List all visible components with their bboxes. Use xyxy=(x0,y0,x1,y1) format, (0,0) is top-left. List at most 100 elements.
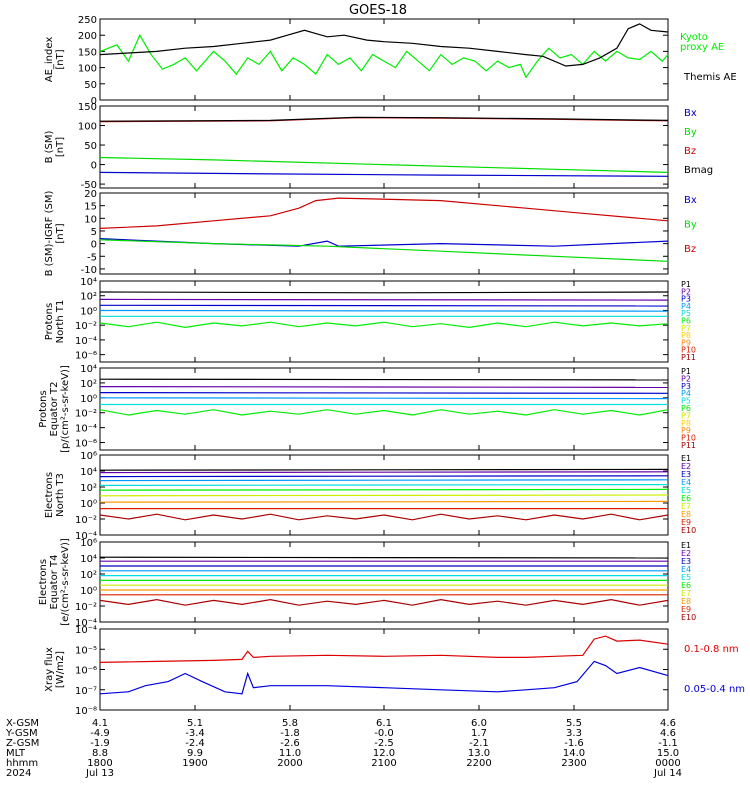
legend-entry: E8 xyxy=(681,510,691,519)
ephemeris-value: -1.9 xyxy=(90,738,110,749)
ephemeris-value: 12.0 xyxy=(373,748,395,759)
y-axis-label: Protons xyxy=(44,303,55,340)
y-axis-label: Electrons xyxy=(44,472,55,518)
ephemeris-value: -1.6 xyxy=(564,738,584,749)
y-axis-label: [nT] xyxy=(55,137,66,157)
y-axis-label: B (SM) xyxy=(44,130,55,163)
y-tick-label: 10⁻⁷ xyxy=(75,686,97,697)
y-tick-label: 200 xyxy=(78,31,97,42)
legend-entry: P11 xyxy=(681,441,696,450)
y-tick-label: 10⁻⁶ xyxy=(75,351,97,362)
series-line xyxy=(99,197,669,229)
legend-entry: P1 xyxy=(681,367,691,376)
series-line xyxy=(99,33,669,79)
legend-entry: 0.1-0.8 nm xyxy=(684,644,739,655)
ephemeris-value: Jul 13 xyxy=(85,768,114,779)
y-tick-label: 10⁴ xyxy=(80,364,97,375)
legend-entry: E10 xyxy=(681,526,696,535)
legend-entry: E1 xyxy=(681,541,691,550)
legend-entry: Themis AE xyxy=(683,72,737,83)
series-line xyxy=(99,23,669,67)
series-line xyxy=(99,321,669,329)
legend-entry: E4 xyxy=(681,478,691,487)
y-tick-label: -10 xyxy=(81,265,97,276)
legend-entry: E8 xyxy=(681,597,691,606)
ephemeris-value: 4.1 xyxy=(92,718,108,729)
ephemeris-value: -1.8 xyxy=(280,728,300,739)
y-tick-label: 10² xyxy=(80,570,97,581)
y-axis-label: Xray flux xyxy=(44,647,55,692)
ephemeris-value: 9.9 xyxy=(187,748,203,759)
legend-entry: P3 xyxy=(681,295,691,304)
y-tick-label: 10⁰ xyxy=(80,306,97,317)
ephemeris-value: 2100 xyxy=(371,758,396,769)
y-tick-label: -50 xyxy=(81,180,97,191)
ephemeris-value: 1.7 xyxy=(471,728,487,739)
legend-entry: Kyoto xyxy=(680,32,708,43)
ephemeris-row-label: Y-GSM xyxy=(5,728,38,739)
ephemeris-value: -2.6 xyxy=(280,738,300,749)
y-tick-label: 10² xyxy=(80,379,97,390)
series-line xyxy=(99,304,669,307)
y-tick-label: 10 xyxy=(84,214,97,225)
ephemeris-value: 5.1 xyxy=(187,718,203,729)
y-tick-label: 0 xyxy=(91,96,97,107)
ephemeris-value: -2.1 xyxy=(469,738,489,749)
legend-entry: E2 xyxy=(681,462,691,471)
legend-entry: E7 xyxy=(681,502,691,511)
y-axis-label: B (SM)-IGRF (SM) xyxy=(44,191,55,277)
y-tick-label: 0 xyxy=(91,161,97,172)
legend-entry: E7 xyxy=(681,589,691,598)
ephemeris-value: -4.9 xyxy=(90,728,110,739)
y-axis-label: Protons xyxy=(38,390,49,427)
legend-entry: P7 xyxy=(681,411,691,420)
ephemeris-value: 2300 xyxy=(561,758,586,769)
plot-title: GOES-18 xyxy=(349,3,407,18)
legend-entry: P2 xyxy=(681,374,691,383)
y-tick-label: -5 xyxy=(87,252,97,263)
legend-entry: P5 xyxy=(681,397,691,406)
ephemeris-value: 3.3 xyxy=(566,728,582,739)
y-tick-label: 10⁶ xyxy=(80,538,97,549)
y-tick-label: 10⁴ xyxy=(80,277,97,288)
ephemeris-value: 8.8 xyxy=(92,748,108,759)
series-line xyxy=(99,386,669,388)
legend-entry: P8 xyxy=(681,419,691,428)
y-tick-label: 50 xyxy=(84,80,97,91)
y-tick-label: 10⁻² xyxy=(75,515,97,526)
panel-frame xyxy=(99,192,669,275)
legend-entry: Bx xyxy=(684,195,697,206)
ephemeris-row-label: 2024 xyxy=(6,768,31,779)
ephemeris-value: 11.0 xyxy=(279,748,301,759)
series-line xyxy=(99,298,669,301)
series-line xyxy=(99,635,669,663)
y-tick-label: 10⁻⁴ xyxy=(75,618,97,629)
legend-entry: E3 xyxy=(681,557,691,566)
series-line xyxy=(99,156,669,173)
legend-entry: E3 xyxy=(681,470,691,479)
legend-entry: Bz xyxy=(684,244,696,255)
legend-entry: P6 xyxy=(681,404,691,413)
ephemeris-value: 5.8 xyxy=(282,718,298,729)
series-line xyxy=(99,409,669,416)
y-axis-label: North T1 xyxy=(55,300,66,344)
legend-entry: proxy AE xyxy=(680,42,724,53)
ephemeris-value: 4.6 xyxy=(660,718,676,729)
series-line xyxy=(99,309,669,312)
legend-entry: Bmag xyxy=(684,165,713,176)
legend-entry: 0.05-0.4 nm xyxy=(684,684,745,695)
panel-frame xyxy=(99,628,669,711)
series-line xyxy=(99,475,669,478)
legend-entry: E6 xyxy=(681,581,691,590)
y-tick-label: 10⁻² xyxy=(75,602,97,613)
series-line xyxy=(99,484,669,486)
y-tick-label: 10⁻² xyxy=(75,321,97,332)
y-axis-label: Electrons xyxy=(38,559,49,605)
legend-entry: P2 xyxy=(681,287,691,296)
series-line xyxy=(99,488,669,491)
y-tick-label: 10⁰ xyxy=(80,586,97,597)
series-line xyxy=(99,239,669,262)
y-axis-label: [p/(cm²-s-sr-keV)] xyxy=(60,365,71,453)
y-tick-label: 10⁻² xyxy=(75,409,97,420)
ephemeris-value: -2.4 xyxy=(185,738,205,749)
